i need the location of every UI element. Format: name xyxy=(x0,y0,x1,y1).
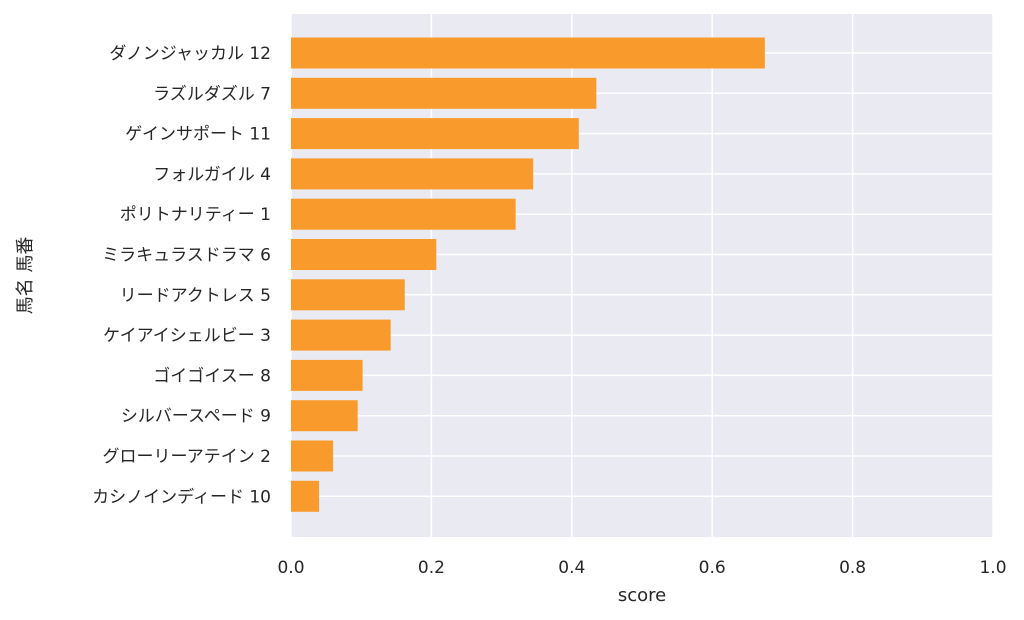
bar xyxy=(291,279,405,311)
bar xyxy=(291,480,320,512)
bar xyxy=(291,37,765,69)
x-tick-label: 0.6 xyxy=(699,558,726,578)
x-tick-label: 0.8 xyxy=(839,558,866,578)
y-axis-label: 馬名 馬番 xyxy=(15,237,36,315)
y-tick-label: ダノンジャッカル 12 xyxy=(109,44,271,64)
bar xyxy=(291,359,363,391)
x-tick-label: 0.2 xyxy=(418,558,445,578)
y-tick-label: ケイアイシェルビー 3 xyxy=(103,326,271,346)
bar xyxy=(291,400,358,432)
y-tick-label: ゴイゴイスー 8 xyxy=(153,365,271,386)
y-tick-label: ラズルダズル 7 xyxy=(153,84,271,104)
y-tick-label: カシノインディード 10 xyxy=(92,486,271,507)
x-tick-label: 0.0 xyxy=(277,558,304,578)
x-tick-labels: 0.0 0.2 0.4 0.6 0.8 1.0 xyxy=(277,558,1006,578)
bar xyxy=(291,319,391,351)
y-tick-label: シルバースペード 9 xyxy=(121,407,271,427)
bar xyxy=(291,118,579,150)
y-tick-label: ゲインサポート 11 xyxy=(125,125,271,145)
bar xyxy=(291,158,534,190)
bar xyxy=(291,77,597,109)
y-tick-label: グローリーアテイン 2 xyxy=(102,447,271,467)
bar xyxy=(291,239,437,270)
x-tick-label: 1.0 xyxy=(979,558,1006,578)
y-tick-labels: ダノンジャッカル 12 ラズルダズル 7 ゲインサポート 11 フォルガイル 4 ポリト… xyxy=(92,44,271,507)
x-axis-label: score xyxy=(618,585,666,606)
bar xyxy=(291,198,516,230)
y-tick-label: フォルガイル 4 xyxy=(153,165,271,185)
y-tick-label: ミラキュラスドラマ 6 xyxy=(102,246,271,266)
y-tick-label: リードアクトレス 5 xyxy=(120,286,271,306)
bars xyxy=(291,37,765,512)
bar xyxy=(291,440,334,472)
x-tick-label: 0.4 xyxy=(558,558,585,578)
y-tick-label: ポリトナリティー 1 xyxy=(120,205,271,225)
